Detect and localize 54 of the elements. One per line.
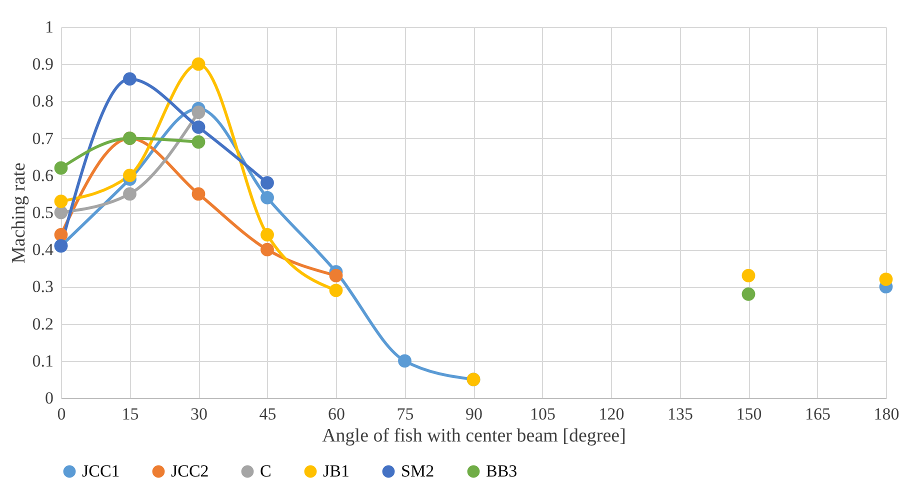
x-tick-label: 105 [530,404,556,424]
point [192,120,206,134]
point [54,206,68,220]
point [123,168,136,182]
x-tick-label: 60 [328,404,345,424]
point [398,354,412,368]
legend-label: SM2 [401,462,434,481]
point [192,106,206,120]
legend-label: BB3 [486,462,518,481]
point [329,284,343,298]
legend-label: C [260,462,272,481]
point [123,187,136,201]
point [192,57,206,71]
y-tick-label: 0.8 [32,92,54,111]
x-tick-label: 165 [805,404,830,424]
y-tick-label: 0.2 [32,314,54,334]
point [329,268,343,282]
y-tick-label: 0.4 [32,240,54,260]
legend-label: JCC2 [171,462,209,481]
x-tick-label: 0 [57,404,66,424]
point [260,190,274,204]
point [260,176,274,190]
x-tick-label: 120 [598,404,624,424]
point [54,161,68,175]
x-tick-label: 135 [668,404,693,424]
y-tick-label: 0 [45,388,54,408]
point [742,268,756,282]
x-tick-label: 15 [122,404,139,424]
point [260,242,274,256]
legend-label: JB1 [323,462,350,481]
point [123,72,136,86]
x-tick-label: 150 [736,404,762,424]
point [879,272,893,286]
point [742,287,756,301]
y-tick-label: 0.6 [32,166,54,185]
y-axis-title: Maching rate [8,162,30,264]
x-tick-label: 45 [259,404,276,424]
point [54,194,68,208]
y-tick-label: 0.1 [32,351,54,370]
legend-label: JCC1 [82,462,120,481]
point [260,228,274,242]
point [192,135,206,149]
y-tick-label: 1 [45,18,54,36]
point [54,228,68,242]
y-tick-label: 0.5 [32,203,54,222]
x-tick-label: 180 [874,404,900,424]
x-axis-title: Angle of fish with center beam [degree] [322,426,626,446]
x-tick-label: 75 [396,404,414,424]
x-tick-label: 30 [190,404,208,424]
y-tick-label: 0.3 [32,277,54,296]
y-tick-label: 0.9 [32,54,54,74]
y-tick-label: 0.7 [32,128,54,148]
point [192,187,206,201]
x-tick-label: 90 [466,404,482,424]
